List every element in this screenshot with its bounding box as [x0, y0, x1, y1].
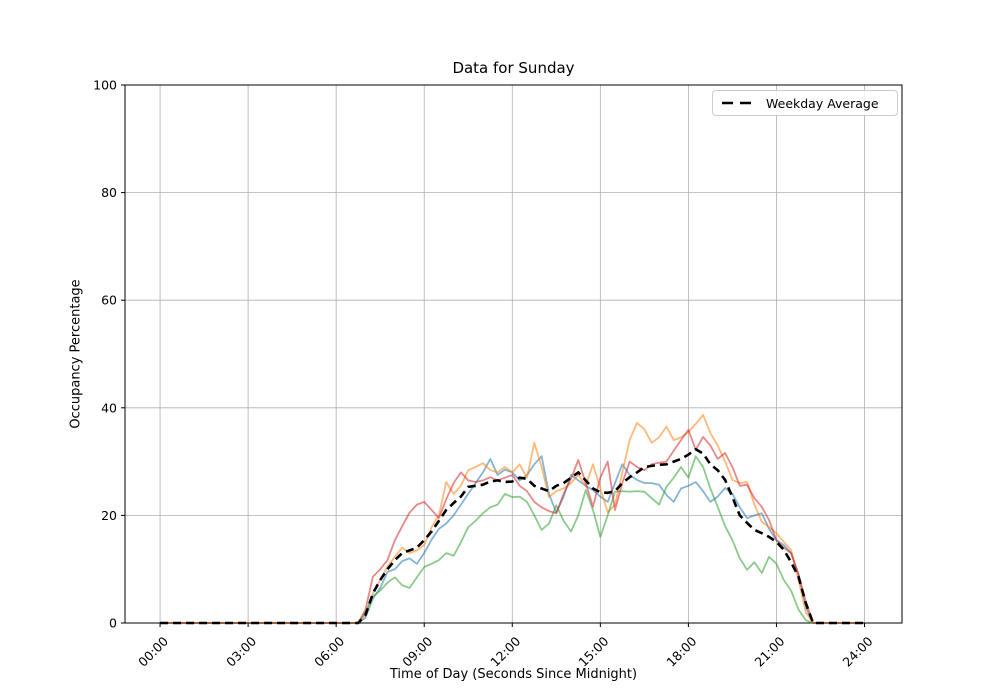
- x-tick-label: 06:00: [311, 633, 347, 669]
- y-tick-label: 100: [93, 78, 117, 93]
- y-tick-label: 60: [101, 293, 117, 308]
- y-tick-label: 40: [101, 400, 117, 415]
- x-tick-label: 15:00: [575, 633, 611, 669]
- x-tick-label: 12:00: [487, 633, 523, 669]
- chart-title: Data for Sunday: [452, 59, 575, 77]
- y-tick-label: 0: [109, 616, 117, 631]
- x-tick-label: 09:00: [399, 633, 435, 669]
- x-axis-label: Time of Day (Seconds Since Midnight): [389, 667, 638, 682]
- x-tick-label: 21:00: [751, 633, 787, 669]
- weekday-average-line: [160, 447, 865, 625]
- x-tick-label: 03:00: [223, 633, 259, 669]
- legend: Weekday Average: [712, 90, 898, 116]
- x-tick-label: 00:00: [135, 633, 171, 669]
- axes-spines: [124, 84, 903, 624]
- dashed-line-icon: [722, 101, 757, 105]
- legend-label: Weekday Average: [766, 95, 879, 111]
- y-tick-label: 80: [101, 185, 117, 200]
- y-tick-label: 20: [101, 508, 117, 523]
- x-tick-label: 24:00: [840, 633, 876, 669]
- x-tick-label: 18:00: [663, 633, 699, 669]
